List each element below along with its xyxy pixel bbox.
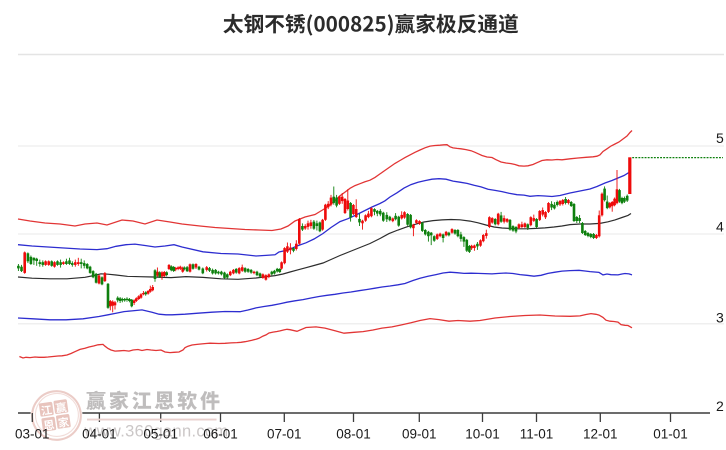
svg-text:www.360gann.com: www.360gann.com (84, 423, 229, 441)
svg-text:08-01: 08-01 (336, 427, 371, 442)
svg-text:2: 2 (716, 398, 724, 414)
svg-text:10-01: 10-01 (465, 427, 500, 442)
svg-text:12-01: 12-01 (583, 427, 618, 442)
svg-text:01-01: 01-01 (653, 427, 688, 442)
svg-text:04-01: 04-01 (82, 427, 117, 442)
svg-text:5: 5 (716, 130, 724, 146)
svg-text:05-01: 05-01 (143, 427, 178, 442)
svg-text:07-01: 07-01 (267, 427, 302, 442)
svg-text:11-01: 11-01 (520, 427, 554, 442)
svg-text:06-01: 06-01 (203, 427, 238, 442)
svg-text:3: 3 (716, 309, 724, 325)
svg-text:4: 4 (716, 219, 724, 235)
svg-text:03-01: 03-01 (15, 427, 50, 442)
svg-text:09-01: 09-01 (402, 427, 437, 442)
